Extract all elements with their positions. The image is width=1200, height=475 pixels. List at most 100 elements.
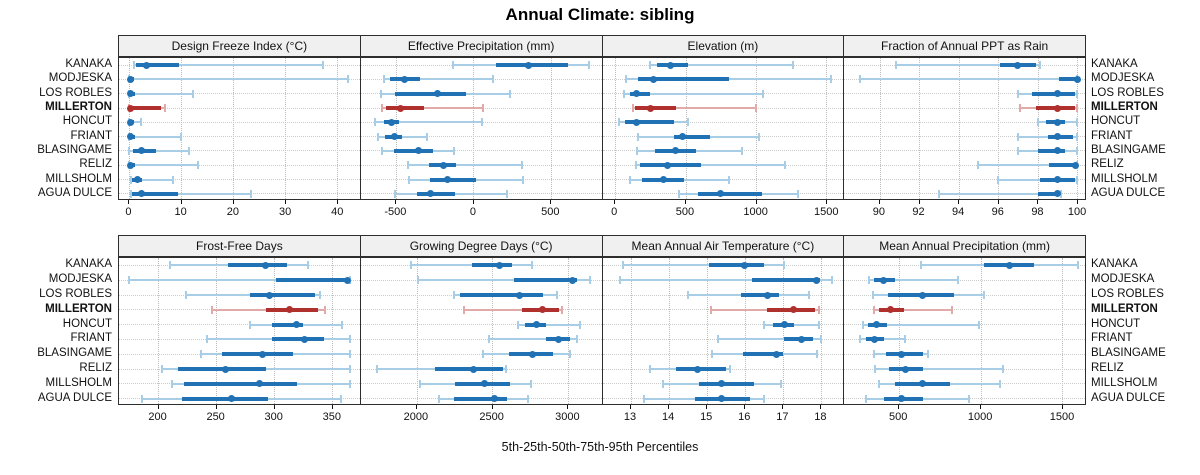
whisker-cap [1002,365,1005,373]
median-dot [780,321,788,329]
grid-line-v [233,58,235,199]
whisker-cap [382,75,385,84]
whisker-cap [561,305,564,314]
whisker [407,164,522,167]
iqr-bar [249,293,315,297]
grid-line-v [668,258,670,404]
axis-tick-label: 3000 [555,411,580,423]
grid-line-h [844,93,1085,95]
axis-tick-label: -500 [384,206,407,218]
iqr-bar [271,322,304,327]
median-dot [1053,90,1061,98]
whisker [623,92,763,95]
panel-plot [359,57,603,200]
whisker-cap [531,261,534,270]
whisker [130,178,173,181]
whisker-cap [129,175,132,184]
median-dot [664,161,672,169]
median-dot [679,133,687,141]
whisker-cap [568,350,571,359]
whisker-cap [662,379,665,388]
median-dot [1014,61,1022,69]
grid-line-v [998,58,1000,199]
median-dot [143,61,151,69]
whisker-cap [631,104,634,113]
whisker-cap [394,189,397,198]
site-label-right: KANAKA [1091,58,1138,71]
whisker-cap [482,350,484,359]
whisker [1017,135,1078,138]
axis-tick [782,405,784,409]
panel-plot [843,257,1086,405]
whisker-cap [709,305,712,314]
median-dot [255,380,263,388]
median-dot [718,395,726,403]
site-label-right: MILLERTON [1091,101,1158,114]
whisker-cap [480,118,483,127]
grid-line-v [706,258,708,404]
whisker-cap [792,61,795,70]
site-label-right: LOS ROBLES [1091,288,1164,300]
axis-tick [997,200,999,204]
whisker [489,338,577,341]
median-dot [126,118,134,126]
axis-tick-label: 350 [322,411,342,423]
axis-tick [1037,200,1039,204]
median-dot [1073,75,1081,83]
axis-tick-label: 94 [952,206,965,218]
grid-line-h [360,150,602,152]
grid-line-h [844,150,1085,152]
site-label-right: HONCUT [1091,317,1141,330]
whisker-cap [999,379,1002,388]
whisker [410,264,533,267]
whisker-cap [250,189,253,198]
whisker-cap [864,394,867,403]
whisker-cap [637,132,640,141]
median-dot [1053,133,1061,141]
whisker-cap [463,305,466,314]
median-dot [1053,190,1061,198]
whisker-cap [341,320,344,329]
axis-tick-label: 18 [814,411,827,423]
whisker-cap [830,276,833,285]
whisker-cap [904,335,907,344]
grid-line-h [119,93,360,95]
whisker-cap [575,335,578,344]
axis-tick [550,200,552,204]
whisker-cap [618,276,621,285]
whisker [382,107,483,110]
axis-tick [331,405,333,409]
whisker-cap [376,132,379,141]
whisker-cap [982,291,985,299]
iqr-bar [513,278,577,283]
median-dot [897,395,905,403]
whisker-cap [937,189,940,198]
site-label-left: AGUA DULCE [37,186,112,199]
median-dot [798,335,806,343]
whisker-cap [160,365,163,373]
panel-strip-title: Mean Annual Precipitation (mm) [879,239,1050,253]
whisker-cap [516,320,519,329]
iqr-bar [625,120,675,125]
panel-strip-title: Elevation (m) [687,39,759,53]
site-label-left: MODJESKA [48,273,112,286]
site-label-right: KANAKA [1091,258,1138,271]
whisker-cap [492,75,495,84]
whisker [649,64,794,67]
whisker [998,178,1078,181]
median-dot [872,321,880,329]
whisker-cap [188,146,191,155]
whisker-cap [762,394,765,403]
median-dot [127,133,135,141]
whisker-cap [452,291,455,299]
iqr-bar [1049,163,1078,168]
whisker-cap [678,189,681,198]
axis-tick [337,200,339,204]
axis-tick-label: 500 [541,206,560,218]
panel-strip-title: Design Freeze Index (°C) [171,39,308,53]
whisker [134,64,324,67]
whisker [863,323,979,326]
whisker-cap [1076,89,1079,98]
whisker-cap [761,89,764,98]
iqr-bar [1031,91,1076,96]
